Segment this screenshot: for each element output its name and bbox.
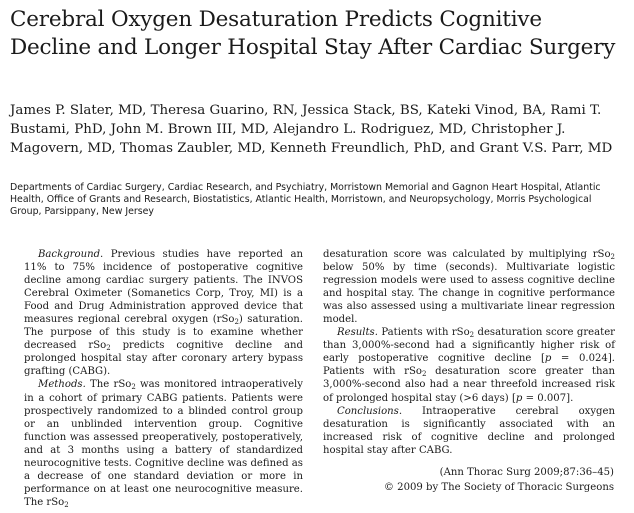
methods-text-2: was monitored intraoperatively in a coho… [24,379,303,508]
abstract-right-column: desaturation score was calculated by mul… [323,248,615,457]
abstract-conclusions: Conclusions. Intraoperative cerebral oxy… [323,405,615,457]
abstract-results: Results. Patients with rSo2 desaturation… [323,326,615,404]
conclusions-text: Intraoperative cerebral oxygen desaturat… [323,405,615,456]
background-text-1: Previous studies have reported an 11% to… [24,249,303,326]
methods-text-4: below 50% by time (seconds). Multivariat… [323,262,615,326]
subscript: 2 [106,344,111,353]
methods-heading: Methods. [38,379,86,391]
subscript: 2 [131,383,136,392]
p-value-symbol: p [544,353,552,365]
subscript: 2 [421,370,427,379]
article-title: Cerebral Oxygen Desaturation Predicts Co… [10,7,616,60]
background-heading: Background. [38,249,104,260]
p-value-symbol: p [515,392,523,404]
subscript: 2 [469,331,475,340]
abstract-background: Background. Previous studies have report… [24,248,303,378]
author-list: James P. Slater, MD, Theresa Guarino, RN… [10,103,613,156]
journal-citation: (Ann Thorac Surg 2009;87:36–45) [439,467,614,478]
results-text-1: Patients with rSo [377,327,470,339]
subscript: 2 [234,318,239,327]
methods-text-3: desaturation score was calculated by mul… [323,249,611,260]
methods-text-1: The rSo [85,379,132,391]
methods-continued: desaturation score was calculated by mul… [323,248,615,326]
results-text-4: desaturation score greater than 3,000%-s… [323,366,615,404]
subscript: 2 [610,253,615,261]
citation-block: (Ann Thorac Surg 2009;87:36–45) © 2009 b… [314,465,614,495]
copyright-notice: © 2009 by The Society of Thoracic Surgeo… [383,482,614,493]
conclusions-heading: Conclusions. [337,405,403,417]
background-text-3: predicts cognitive decline and prolonged… [24,340,303,378]
abstract-methods: Methods. The rSo2 was monitored intraope… [24,378,303,508]
results-text-5: = 0.007]. [522,392,574,404]
results-heading: Results. [337,327,378,339]
abstract-left-column: Background. Previous studies have report… [24,248,303,509]
subscript: 2 [64,500,69,509]
background-text-2: ) saturation. The purpose of this study … [24,314,303,352]
results-text-3: = 0.024]. Patients with rSo [323,353,615,378]
results-text-2: desaturation score greater than 3,000%-s… [323,327,615,365]
affiliations: Departments of Cardiac Surgery, Cardiac … [10,182,601,218]
